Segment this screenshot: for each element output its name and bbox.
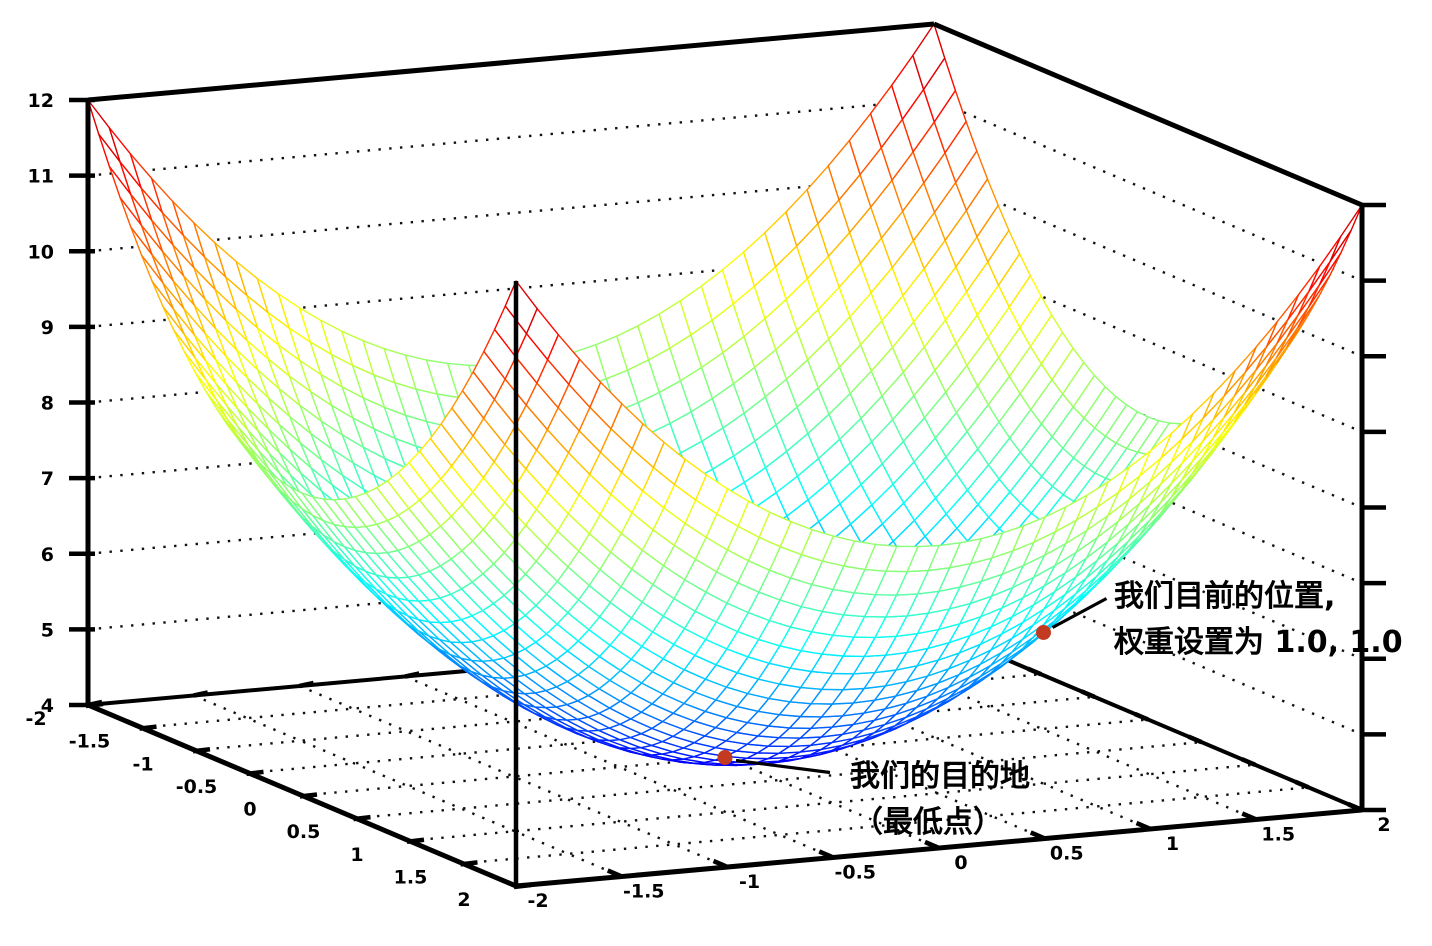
x-axis-tick-label: -1.5 bbox=[69, 731, 111, 753]
y-axis-tick-label: 0 bbox=[954, 852, 967, 874]
z-axis-tick-label: 9 bbox=[41, 317, 54, 339]
current-position-label: 我们目前的位置, bbox=[1114, 579, 1335, 614]
y-axis-tick-label: 0.5 bbox=[1050, 843, 1084, 865]
x-axis-tick-label: 2 bbox=[457, 889, 470, 911]
destination-marker bbox=[717, 750, 733, 765]
mesh-surface bbox=[87, 23, 1363, 767]
annotation-destination: 我们的目的地 （最低点） bbox=[717, 750, 1030, 840]
z-axis-tick-label: 7 bbox=[41, 468, 54, 490]
z-axis-tick-label: 10 bbox=[28, 241, 54, 263]
destination-label: 我们的目的地 bbox=[850, 759, 1030, 794]
y-axis-tick-label: 1.5 bbox=[1261, 824, 1295, 846]
y-axis-tick-label: -1 bbox=[739, 871, 760, 893]
z-axis-tick-label: 8 bbox=[41, 393, 54, 415]
annotation-current-position: 我们目前的位置, 权重设置为 1.0, 1.0 bbox=[1036, 579, 1403, 660]
x-axis-tick-label: 1.5 bbox=[394, 866, 428, 888]
z-axis-tick-label: 11 bbox=[28, 166, 54, 188]
z-axis-tick-label: 5 bbox=[41, 619, 54, 641]
x-axis-tick-label: -1 bbox=[132, 753, 153, 775]
x-axis-tick-label: -0.5 bbox=[176, 776, 218, 798]
y-axis-tick-label: 2 bbox=[1377, 814, 1390, 836]
z-axis-tick-label: 4 bbox=[41, 695, 54, 717]
y-axis-tick-label: 1 bbox=[1166, 833, 1179, 855]
y-axis-tick-label: -0.5 bbox=[834, 862, 876, 884]
z-axis-tick-label: 12 bbox=[28, 90, 54, 112]
x-axis-tick-label: 0.5 bbox=[287, 821, 321, 843]
x-axis-tick-label: 0 bbox=[243, 799, 256, 821]
y-axis-tick-label: -1.5 bbox=[623, 881, 665, 903]
x-axis-tick-label: -2 bbox=[25, 708, 46, 730]
z-axis-tick-label: 6 bbox=[41, 544, 54, 566]
x-axis-tick-label: 1 bbox=[350, 844, 363, 866]
current-position-label: 权重设置为 1.0, 1.0 bbox=[1113, 625, 1403, 660]
current-position-marker bbox=[1036, 625, 1051, 640]
y-axis-tick-label: -2 bbox=[527, 890, 548, 912]
destination-label: （最低点） bbox=[853, 805, 1003, 840]
